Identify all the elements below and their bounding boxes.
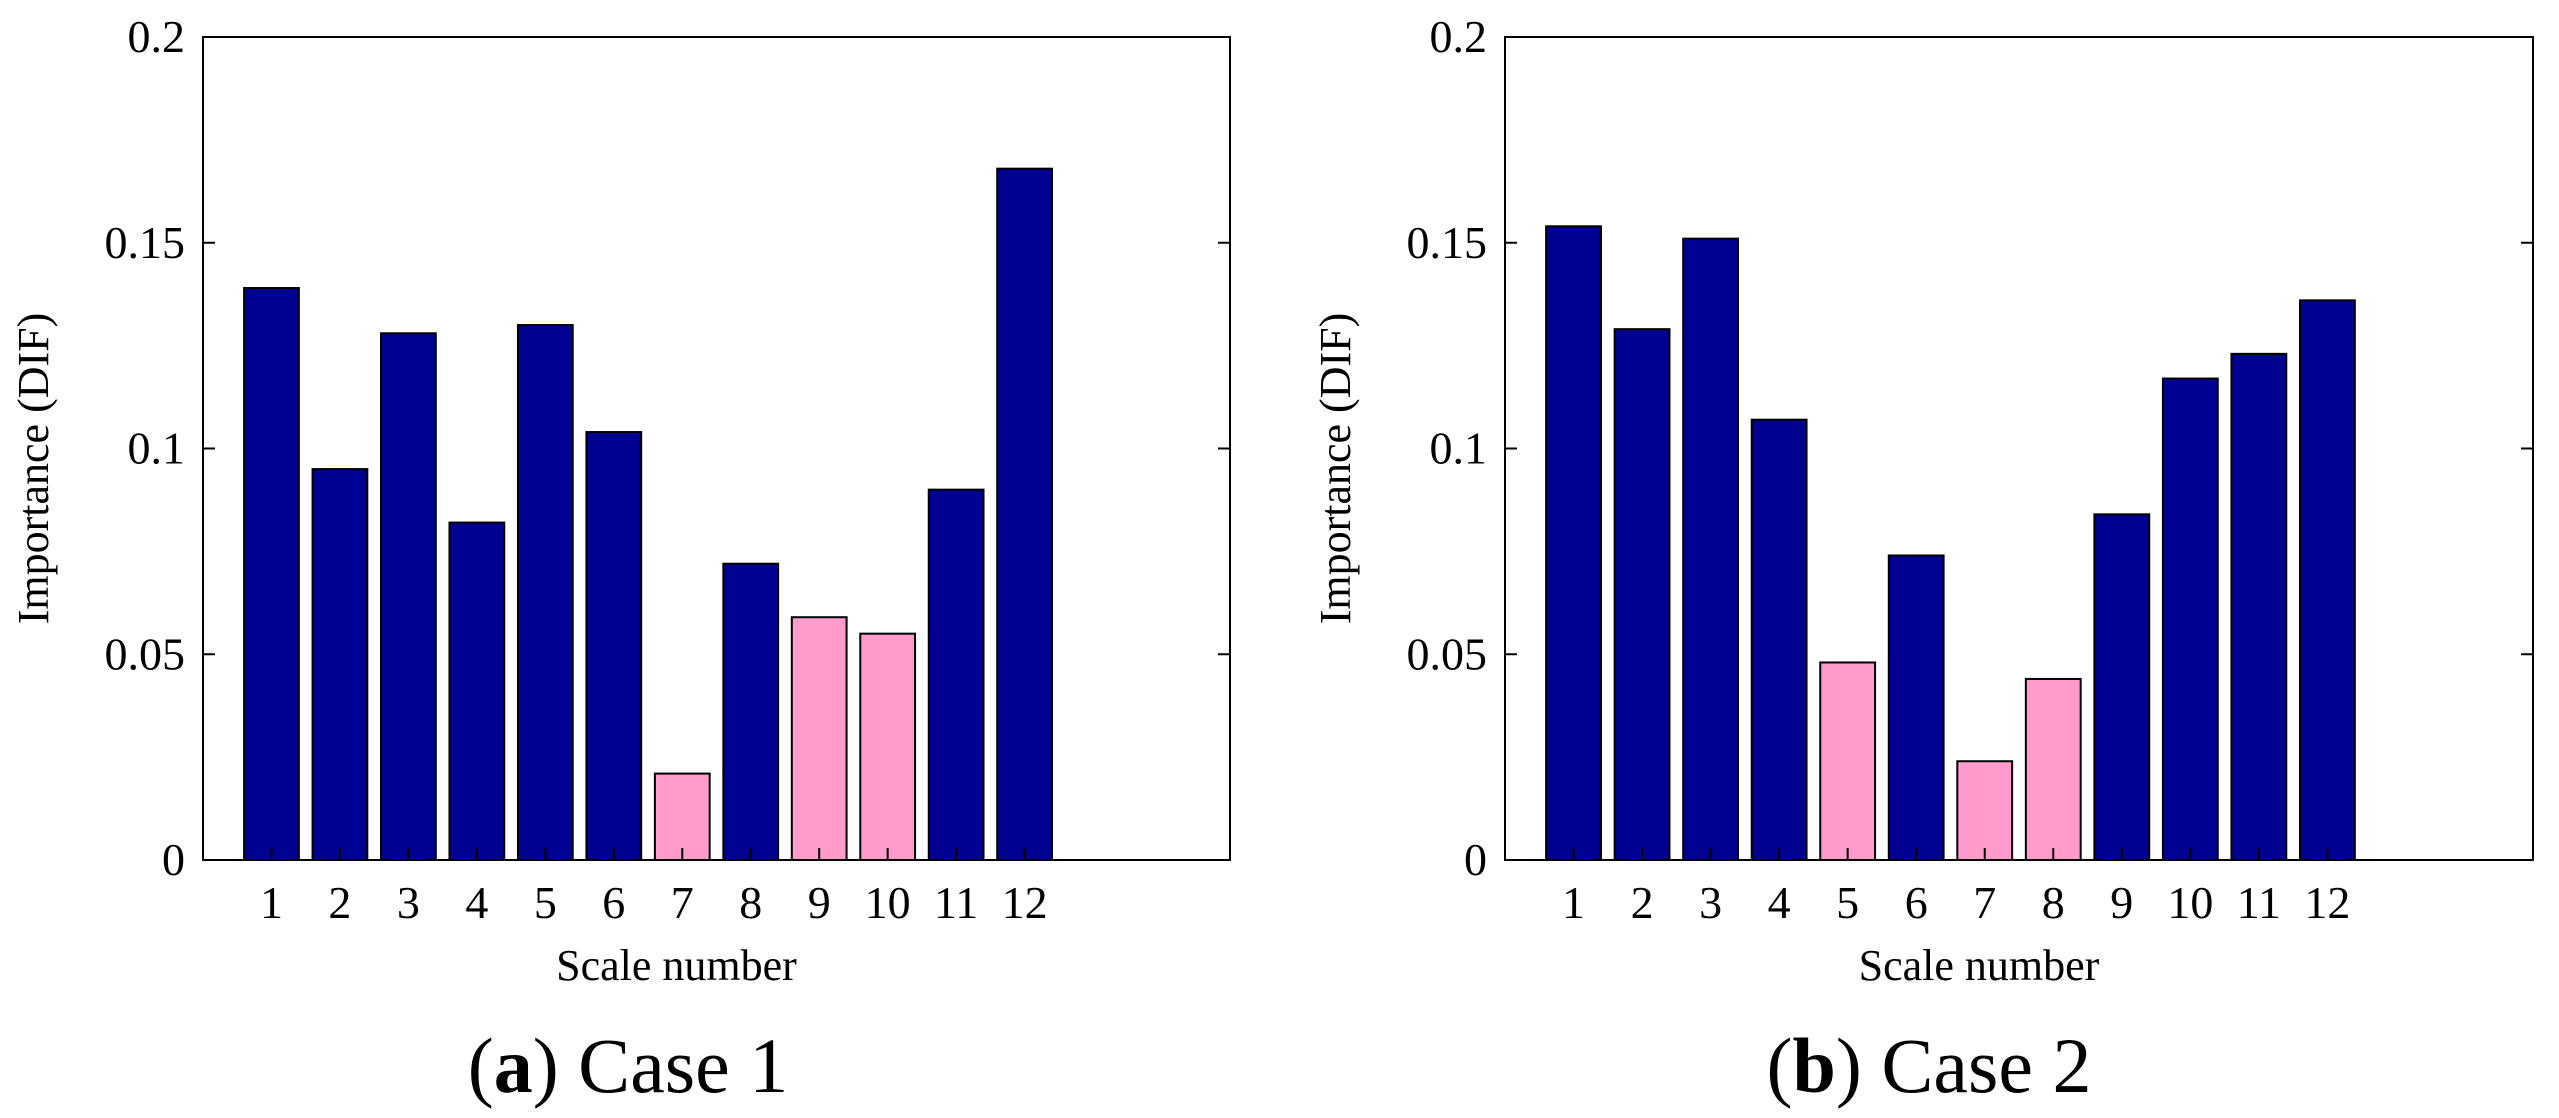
bar-10 bbox=[2161, 377, 2219, 861]
bar-5 bbox=[516, 324, 574, 861]
x-tick-label: 11 bbox=[934, 877, 978, 928]
panel-caption: (a) Case 1 bbox=[468, 1022, 789, 1109]
bar-8 bbox=[2024, 677, 2082, 861]
bar-2 bbox=[311, 468, 369, 861]
x-tick-label: 12 bbox=[2304, 877, 2350, 928]
bar-12 bbox=[2298, 299, 2356, 861]
bar-7 bbox=[1956, 760, 2014, 861]
x-tick-label: 2 bbox=[328, 877, 351, 928]
bar-3 bbox=[1682, 237, 1740, 861]
y-tick-label: 0 bbox=[1464, 834, 1487, 885]
bar-5 bbox=[1819, 661, 1877, 861]
x-tick-label: 10 bbox=[865, 877, 911, 928]
bar-1 bbox=[243, 287, 300, 861]
x-tick-label: 4 bbox=[465, 877, 488, 928]
bar-3 bbox=[380, 332, 437, 861]
x-tick-label: 1 bbox=[260, 877, 283, 928]
x-tick-label: 2 bbox=[1631, 877, 1654, 928]
x-tick-label: 3 bbox=[397, 877, 420, 928]
x-tick-label: 9 bbox=[2110, 877, 2133, 928]
x-tick-label: 5 bbox=[1836, 877, 1859, 928]
bar-2 bbox=[1613, 328, 1671, 862]
x-tick-label: 7 bbox=[671, 877, 694, 928]
x-tick-label: 4 bbox=[1768, 877, 1791, 928]
y-tick-label: 0.05 bbox=[105, 628, 186, 679]
x-tick-label: 6 bbox=[602, 877, 625, 928]
bar-11 bbox=[927, 488, 985, 861]
bar-6 bbox=[585, 431, 643, 861]
y-tick-label: 0.1 bbox=[128, 423, 186, 474]
bar-4 bbox=[1750, 418, 1808, 861]
y-axis-label: Importance (DIF) bbox=[1311, 313, 1360, 625]
bar-7 bbox=[653, 772, 711, 862]
bar-8 bbox=[722, 562, 780, 861]
x-tick-label: 10 bbox=[2167, 877, 2213, 928]
y-tick-label: 0.1 bbox=[1430, 423, 1488, 474]
y-tick-label: 0 bbox=[162, 834, 185, 885]
bar-1 bbox=[1545, 225, 1602, 862]
x-tick-label: 6 bbox=[1905, 877, 1928, 928]
x-axis-label: Scale number bbox=[1859, 941, 2100, 990]
bar-11 bbox=[2230, 352, 2288, 861]
x-tick-label: 9 bbox=[808, 877, 831, 928]
x-tick-label: 12 bbox=[1002, 877, 1048, 928]
y-tick-label: 0.15 bbox=[105, 217, 186, 268]
y-axis-label: Importance (DIF) bbox=[9, 313, 58, 625]
x-tick-label: 1 bbox=[1562, 877, 1585, 928]
bar-10 bbox=[859, 632, 917, 861]
bar-12 bbox=[996, 167, 1053, 861]
x-tick-label: 5 bbox=[534, 877, 557, 928]
y-tick-label: 0.15 bbox=[1407, 217, 1488, 268]
x-tick-label: 8 bbox=[2042, 877, 2065, 928]
x-tick-label: 3 bbox=[1699, 877, 1722, 928]
bar-6 bbox=[1887, 554, 1945, 861]
x-tick-label: 11 bbox=[2237, 877, 2281, 928]
y-tick-label: 0.05 bbox=[1407, 628, 1488, 679]
x-axis-label: Scale number bbox=[556, 941, 797, 990]
bar-9 bbox=[790, 616, 848, 862]
bar-9 bbox=[2093, 513, 2151, 862]
y-tick-label: 0.2 bbox=[128, 11, 186, 62]
bar-4 bbox=[448, 521, 506, 861]
x-tick-label: 8 bbox=[739, 877, 762, 928]
y-tick-label: 0.2 bbox=[1430, 11, 1488, 62]
panel-caption: (b) Case 2 bbox=[1767, 1022, 2092, 1109]
x-tick-label: 7 bbox=[1973, 877, 1996, 928]
